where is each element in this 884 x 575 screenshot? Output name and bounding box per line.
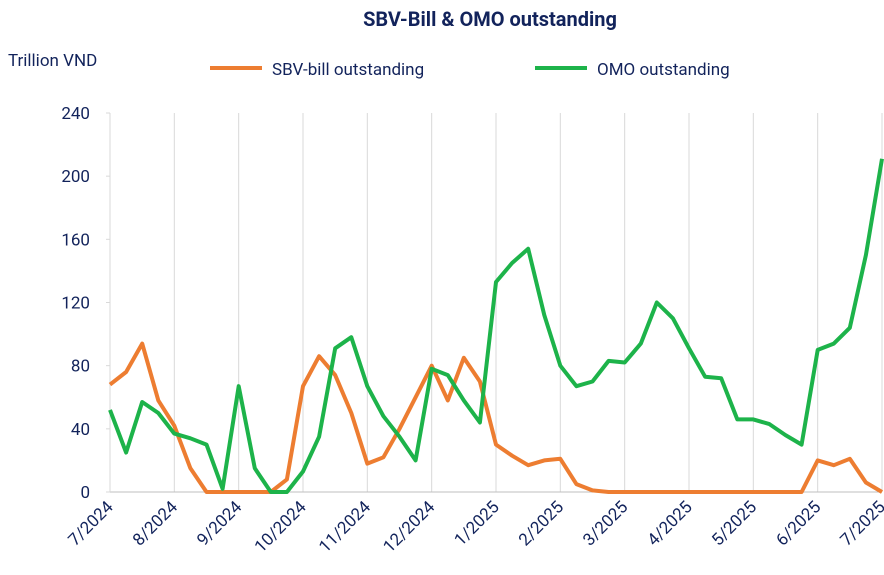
y-tick-label: 240 [61,104,90,124]
x-tick-label: 8/2024 [129,497,182,550]
legend-label: SBV-bill outstanding [272,60,424,80]
y-axis-label: Trillion VND [8,51,97,71]
x-tick-label: 7/2024 [65,497,118,550]
x-tick-label: 11/2024 [315,497,375,557]
y-tick-label: 0 [80,483,90,503]
x-tick-label: 3/2025 [579,497,632,550]
legend-label: OMO outstanding [597,60,730,80]
y-tick-label: 200 [61,167,90,187]
x-tick-label: 4/2025 [644,497,697,550]
chart-title: SBV-Bill & OMO outstanding [363,7,617,31]
x-tick-label: 7/2025 [837,497,884,550]
series-line [108,341,884,494]
x-tick-label: 6/2025 [772,497,825,550]
y-tick-label: 40 [71,420,90,440]
y-tick-label: 160 [61,230,90,250]
y-tick-label: 120 [61,294,90,314]
y-tick-label: 80 [71,357,90,377]
x-tick-label: 10/2024 [251,497,311,557]
series-line [108,158,884,494]
x-tick-label: 12/2024 [380,497,440,557]
x-tick-label: 2/2025 [515,497,568,550]
x-tick-label: 9/2024 [193,497,246,550]
x-tick-label: 1/2025 [451,497,504,550]
x-tick-label: 5/2025 [708,497,761,550]
